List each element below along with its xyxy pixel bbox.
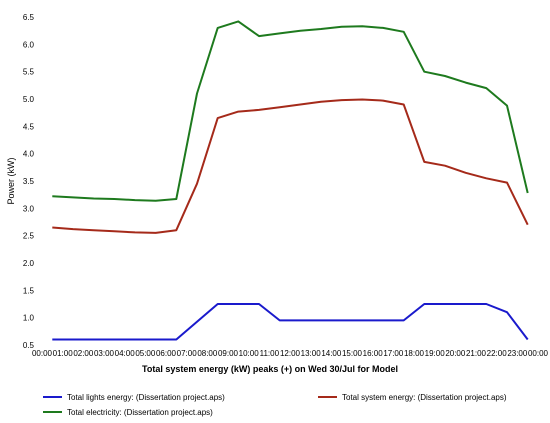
x-tick-label: 21:00 bbox=[466, 349, 487, 358]
x-tick-label: 04:00 bbox=[115, 349, 136, 358]
y-tick-label: 4.0 bbox=[23, 150, 35, 159]
y-tick-label: 4.5 bbox=[23, 122, 35, 131]
grid-lines bbox=[42, 16, 538, 346]
x-tick-label: 02:00 bbox=[73, 349, 94, 358]
x-tick-label: 12:00 bbox=[280, 349, 301, 358]
x-tick-label: 17:00 bbox=[383, 349, 404, 358]
y-tick-label: 5.0 bbox=[23, 95, 35, 104]
y-tick-label: 1.5 bbox=[23, 286, 35, 295]
y-tick-label: 6.0 bbox=[23, 40, 35, 49]
y-tick-label: 0.5 bbox=[23, 341, 35, 350]
y-axis-label: Power (kW) bbox=[6, 157, 16, 204]
y-tick-label: 5.5 bbox=[23, 68, 35, 77]
x-tick-label: 13:00 bbox=[301, 349, 322, 358]
x-tick-label: 16:00 bbox=[363, 349, 384, 358]
legend-label: Total electricity: (Dissertation project… bbox=[67, 408, 213, 417]
x-tick-label: 00:00 bbox=[32, 349, 53, 358]
x-tick-label: 08:00 bbox=[197, 349, 218, 358]
x-tick-label: 01:00 bbox=[53, 349, 74, 358]
x-tick-label: 20:00 bbox=[445, 349, 466, 358]
y-tick-label: 2.0 bbox=[23, 259, 35, 268]
x-tick-label: 07:00 bbox=[177, 349, 198, 358]
x-tick-label: 19:00 bbox=[425, 349, 446, 358]
x-tick-label: 10:00 bbox=[239, 349, 260, 358]
x-tick-labels: 00:00 01:00 02:00 03:00 04:00 05:00 06:00 07:00… bbox=[32, 349, 549, 358]
y-tick-label: 3.5 bbox=[23, 177, 35, 186]
legend-label: Total lights energy: (Dissertation proje… bbox=[67, 393, 225, 402]
legend-label: Total system energy: (Dissertation proje… bbox=[342, 393, 507, 402]
series-line-3 bbox=[52, 20, 529, 202]
x-tick-label: 15:00 bbox=[342, 349, 363, 358]
series-line-1 bbox=[52, 303, 529, 341]
x-tick-label: 05:00 bbox=[135, 349, 156, 358]
y-tick-label: 2.5 bbox=[23, 232, 35, 241]
series-lines bbox=[52, 20, 529, 341]
x-tick-label: 14:00 bbox=[321, 349, 342, 358]
y-tick-labels: 0.5 1.0 1.5 2.0 2.5 3.0 3.5 4.0 4.5 5.0 5.5 6.0 6.5 bbox=[23, 13, 35, 350]
x-tick-label: 18:00 bbox=[404, 349, 425, 358]
x-tick-label: 06:00 bbox=[156, 349, 177, 358]
y-tick-label: 6.5 bbox=[23, 13, 35, 22]
x-tick-label: 03:00 bbox=[94, 349, 115, 358]
x-tick-label: 00:00 bbox=[528, 349, 549, 358]
x-tick-label: 11:00 bbox=[260, 349, 280, 358]
x-tick-label: 23:00 bbox=[507, 349, 528, 358]
series-line-2 bbox=[52, 98, 529, 234]
x-tick-label: 22:00 bbox=[487, 349, 508, 358]
y-tick-label: 3.0 bbox=[23, 204, 35, 213]
legend: Total lights energy: (Dissertation proje… bbox=[43, 393, 507, 417]
x-tick-label: 09:00 bbox=[218, 349, 239, 358]
chart-title: Total system energy (kW) peaks (+) on We… bbox=[142, 364, 398, 374]
y-tick-label: 1.0 bbox=[23, 314, 35, 323]
